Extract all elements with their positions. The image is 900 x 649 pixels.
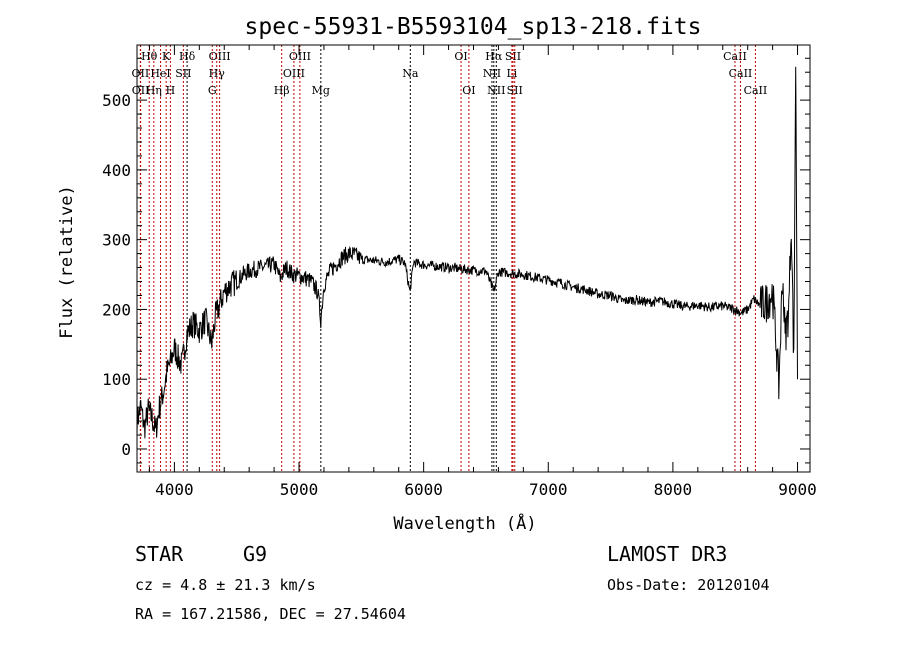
line-label: CaII (744, 84, 768, 97)
y-axis-label: Flux (relative) (57, 185, 77, 339)
y-tick-label: 100 (102, 370, 131, 389)
line-label: Hδ (179, 50, 196, 63)
plot-frame (136, 44, 811, 473)
line-label: OI (454, 50, 467, 63)
line-label: Hγ (209, 67, 226, 80)
line-label: OI (462, 84, 475, 97)
survey-name: LAMOST DR3 (607, 542, 727, 566)
y-tick-label: 400 (102, 161, 131, 180)
line-label: SII (505, 50, 521, 63)
x-tick-label: 8000 (654, 480, 693, 499)
line-label: NII (483, 67, 501, 80)
y-tick-label: 500 (102, 91, 131, 110)
line-label: NII (487, 84, 505, 97)
line-label: H (166, 84, 176, 97)
obs-date: Obs-Date: 20120104 (607, 576, 770, 594)
x-tick-label: 7000 (529, 480, 568, 499)
x-axis-label: Wavelength (Å) (393, 512, 536, 534)
line-label: SII (507, 84, 523, 97)
redshift-cz: cz = 4.8 ± 21.3 km/s (135, 576, 316, 594)
line-label: Hη (146, 84, 162, 97)
line-label: SII (175, 67, 191, 80)
line-label: CaII (729, 67, 753, 80)
line-label: CaII (723, 50, 747, 63)
line-label: Mg (312, 84, 330, 97)
line-label: OIII (283, 67, 305, 80)
chart-title: spec-55931-B5593104_sp13-218.fits (245, 14, 702, 40)
x-tick-label: 5000 (280, 480, 319, 499)
line-label: K (162, 50, 171, 63)
line-label: HeI (150, 67, 170, 80)
x-tick-label: 4000 (155, 480, 194, 499)
line-label: OIII (209, 50, 231, 63)
line-label: G (208, 84, 217, 97)
line-label: OII (132, 84, 150, 97)
y-tick-label: 300 (102, 231, 131, 250)
x-tick-label: 6000 (404, 480, 443, 499)
line-label: OIII (289, 50, 311, 63)
object-subclass: G9 (243, 542, 267, 566)
x-tick-label: 9000 (778, 480, 817, 499)
axes: 4000 5000 6000 7000 8000 9000 0 100 200 300 400 500 (102, 45, 817, 499)
object-class: STAR (135, 542, 184, 566)
y-tick-label: 200 (102, 300, 131, 319)
line-label: Hθ (141, 50, 158, 63)
y-tick-label: 0 (121, 440, 131, 459)
line-label: Hβ (274, 84, 290, 97)
ra-dec: RA = 167.21586, DEC = 27.54604 (135, 605, 406, 623)
line-label: Hα (485, 50, 503, 63)
line-label: Li (506, 67, 517, 80)
spectrum-line (136, 66, 798, 439)
line-label: Na (402, 67, 419, 80)
